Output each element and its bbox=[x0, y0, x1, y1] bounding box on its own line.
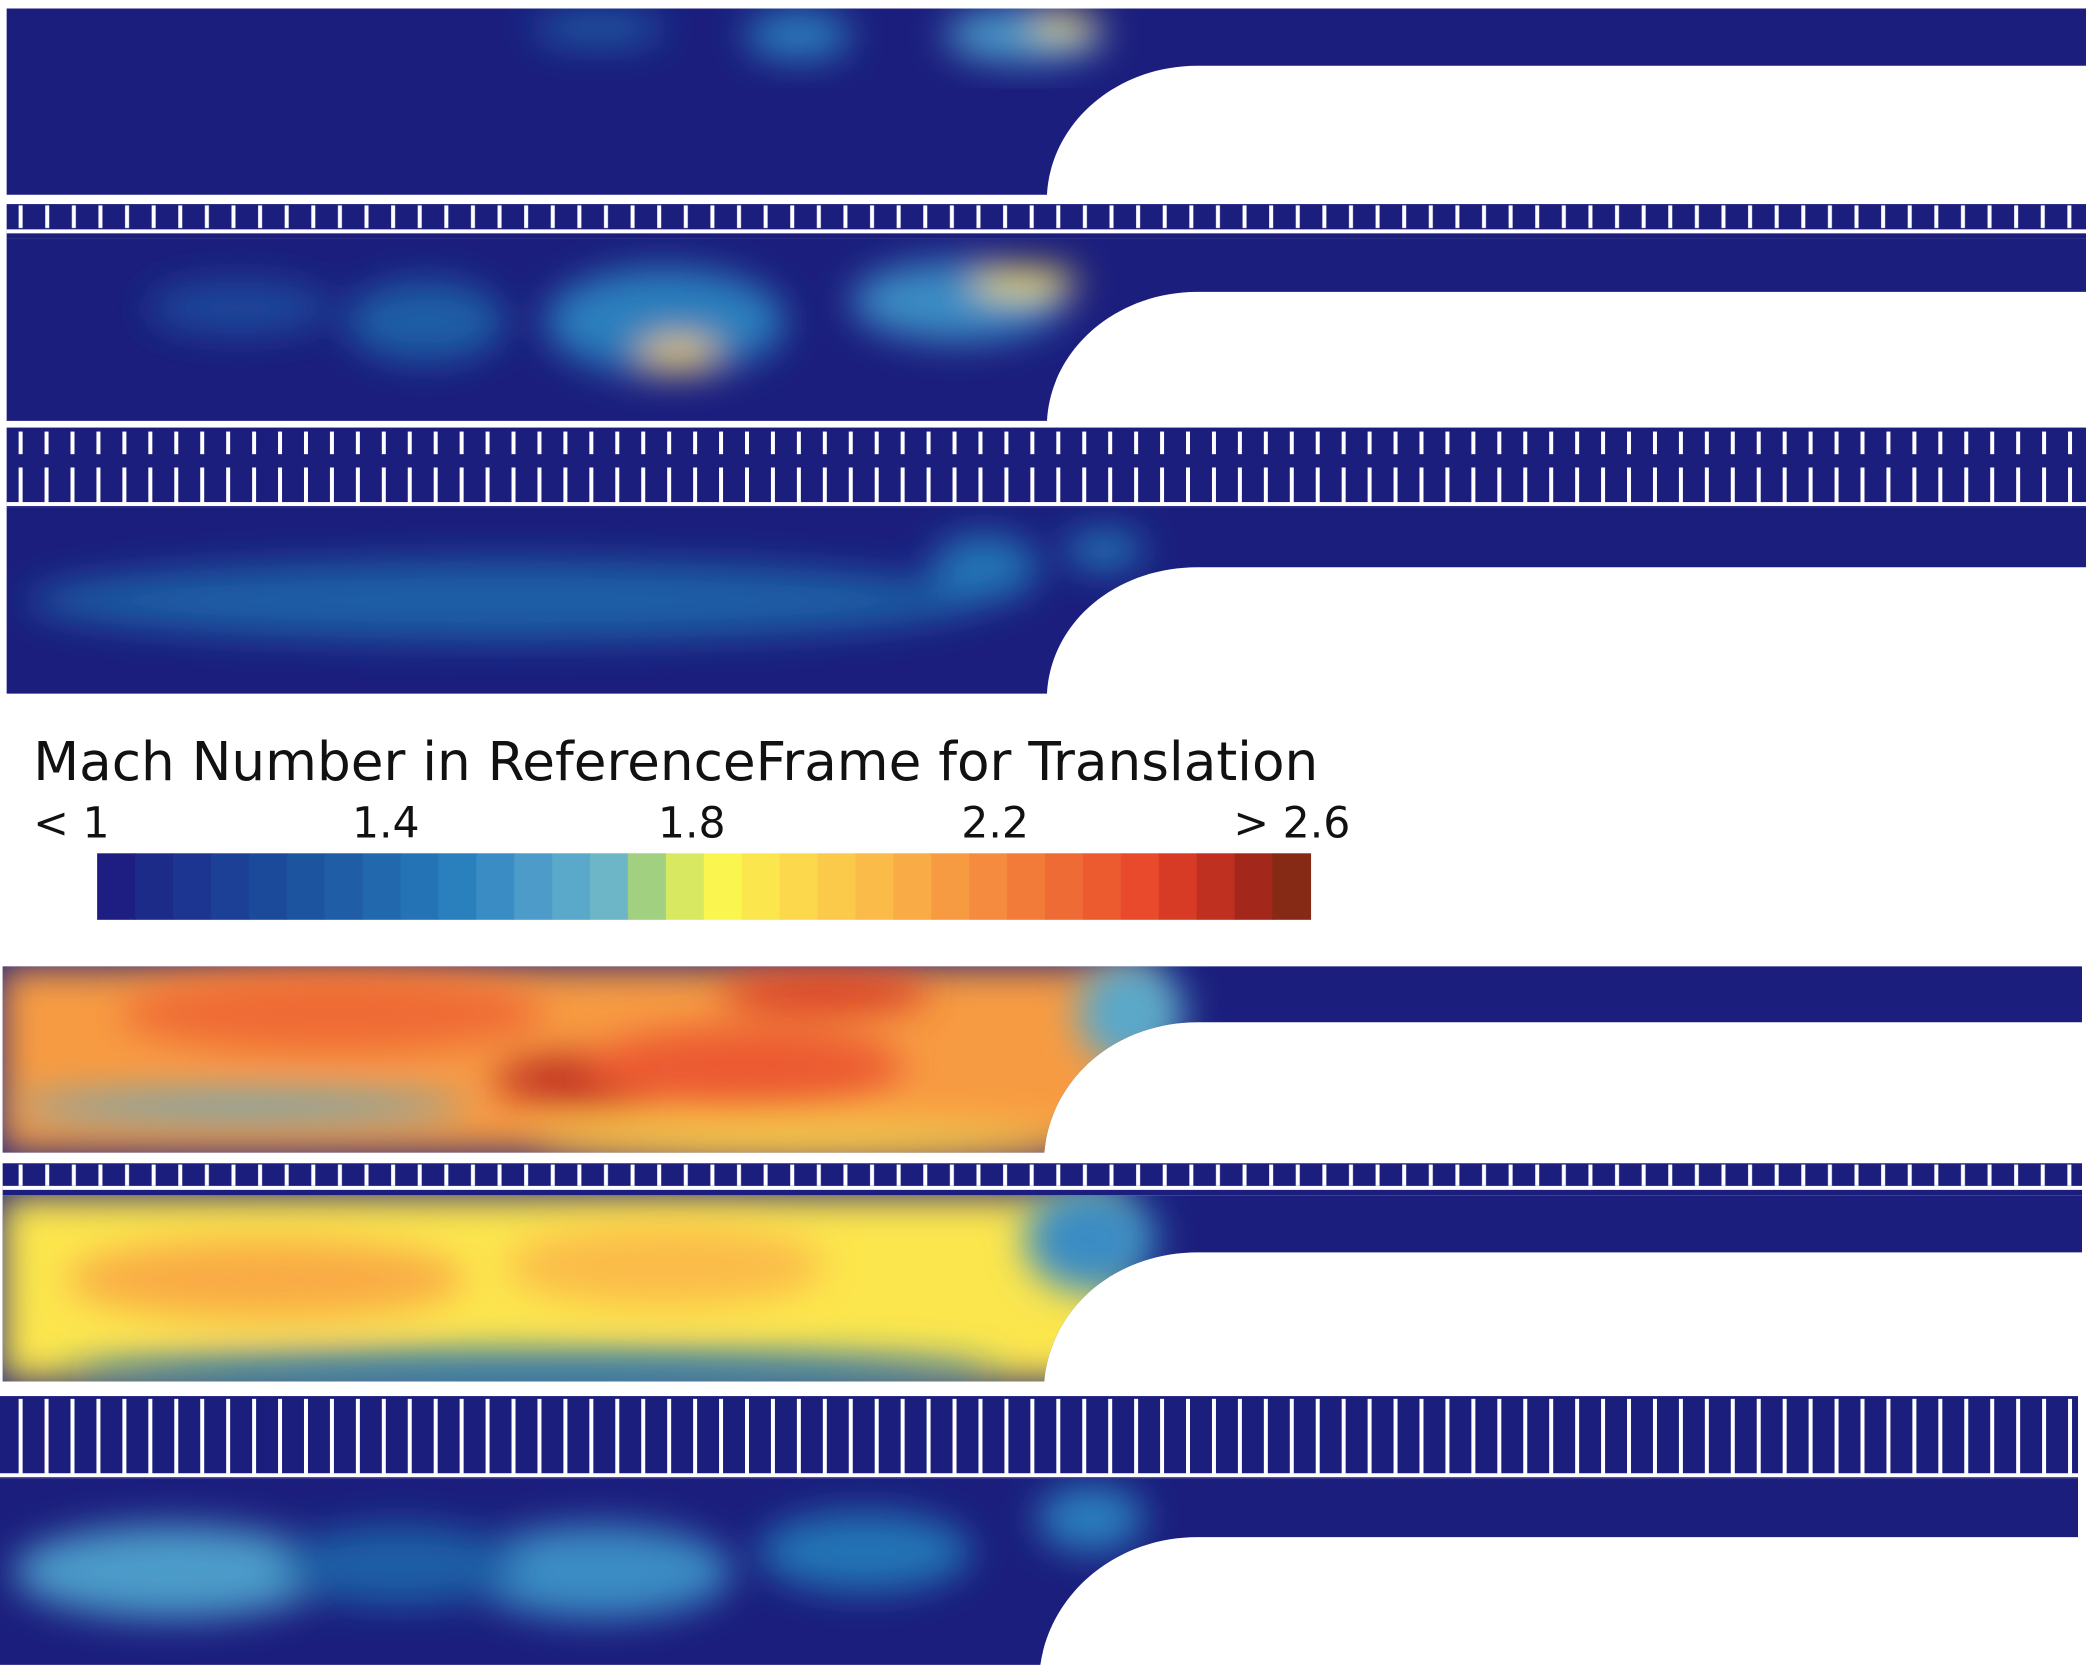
colorbar-band bbox=[476, 853, 515, 920]
colorbar-band bbox=[893, 853, 932, 920]
colorbar-band bbox=[779, 853, 819, 920]
colorbar-band bbox=[400, 853, 440, 920]
legend-label: 1.8 bbox=[658, 798, 726, 848]
colorbar-band bbox=[703, 853, 743, 920]
colorbar-band bbox=[172, 853, 212, 920]
legend-label: 1.4 bbox=[352, 798, 420, 848]
colorbar-band bbox=[324, 853, 364, 920]
colorbar-band bbox=[1234, 853, 1274, 920]
contour-panel bbox=[2, 1163, 2083, 1382]
contour-panel bbox=[2, 966, 2083, 1153]
colorbar-band bbox=[817, 853, 857, 920]
colorbar-band bbox=[1044, 853, 1084, 920]
colorbar-band bbox=[931, 853, 970, 920]
colorbar-band bbox=[135, 853, 174, 920]
colorbar bbox=[97, 853, 1312, 920]
colorbar-band bbox=[590, 853, 629, 920]
contour-panel bbox=[6, 204, 2086, 421]
contour-panel bbox=[0, 1396, 2079, 1665]
colorbar-band bbox=[665, 853, 705, 920]
colorbar-band bbox=[855, 853, 894, 920]
contour-panel bbox=[6, 427, 2086, 694]
colorbar-band bbox=[1082, 853, 1122, 920]
colorbar-band bbox=[1120, 853, 1160, 920]
colorbar-band bbox=[362, 853, 402, 920]
colorbar-legend: Mach Number in ReferenceFrame for Transl… bbox=[33, 731, 1350, 920]
colorbar-band bbox=[627, 853, 667, 920]
colorbar-band bbox=[286, 853, 326, 920]
colorbar-band bbox=[552, 853, 591, 920]
colorbar-band bbox=[741, 853, 781, 920]
legend-label: > 2.6 bbox=[1233, 798, 1350, 848]
colorbar-band bbox=[1007, 853, 1046, 920]
colorbar-band bbox=[969, 853, 1008, 920]
colorbar-band bbox=[438, 853, 477, 920]
legend-title: Mach Number in ReferenceFrame for Transl… bbox=[33, 731, 1318, 793]
colorbar-band bbox=[210, 853, 250, 920]
legend-label: 2.2 bbox=[961, 798, 1029, 848]
colorbar-band bbox=[1158, 853, 1198, 920]
legend-label: < 1 bbox=[33, 798, 109, 848]
colorbar-band bbox=[248, 853, 288, 920]
colorbar-band bbox=[97, 853, 136, 920]
colorbar-band bbox=[514, 853, 553, 920]
colorbar-band bbox=[1196, 853, 1236, 920]
colorbar-band bbox=[1272, 853, 1312, 920]
contour-panel bbox=[6, 8, 2086, 195]
